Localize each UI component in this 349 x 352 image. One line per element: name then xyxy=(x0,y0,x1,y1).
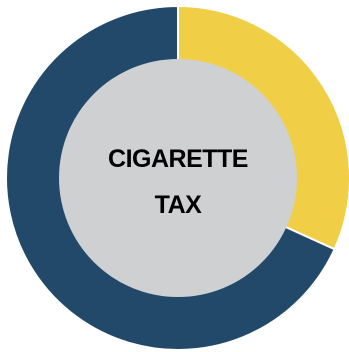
center-label-line-1: CIGARETTE xyxy=(108,145,248,173)
center-label-line-2: TAX xyxy=(155,191,202,219)
center-disc xyxy=(59,59,297,297)
